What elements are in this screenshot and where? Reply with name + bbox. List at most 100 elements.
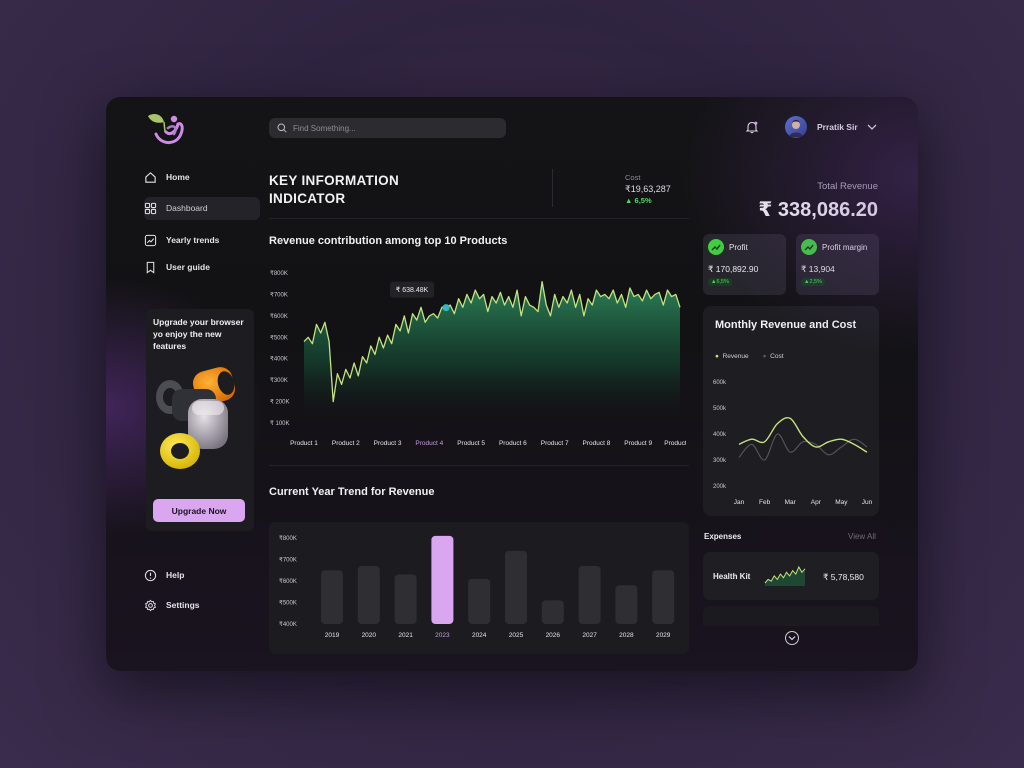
bar[interactable] — [394, 574, 417, 624]
sidebar-item-help[interactable]: Help — [144, 563, 184, 587]
sidebar-item-settings[interactable]: Settings — [144, 593, 200, 617]
upgrade-card: Upgrade your browser yo enjoy the new fe… — [146, 309, 254, 531]
tooltip-marker[interactable] — [442, 304, 450, 312]
profit-margin-card[interactable]: Profit margin ₹ 13,904 ▲2,5% — [796, 234, 879, 295]
monthly-revenue-cost-card: Monthly Revenue and Cost ● Revenue ● Cos… — [703, 306, 879, 516]
revenue-trend-bar-chart: ₹800K ₹700K ₹600K ₹500K ₹400K 2019 2020 2021 202… — [279, 535, 675, 639]
bar[interactable] — [321, 570, 343, 624]
notification-bell-icon[interactable] — [745, 120, 759, 134]
x-tick-label: Product 4 — [415, 440, 443, 447]
revenue-series-line — [738, 417, 868, 453]
divider — [269, 465, 689, 466]
card-value: ₹ 13,904 — [801, 264, 835, 274]
bar[interactable] — [431, 535, 454, 624]
bar[interactable] — [615, 585, 638, 624]
sidebar-item-label: Settings — [166, 600, 200, 610]
y-tick-label: ₹700K — [279, 557, 297, 564]
y-tick-label: ₹400K — [279, 621, 297, 628]
bar[interactable] — [357, 565, 380, 624]
bar[interactable] — [468, 578, 491, 624]
legend-label: Cost — [770, 353, 784, 360]
profit-icon — [708, 239, 724, 255]
x-tick-label: 2024 — [472, 632, 487, 639]
card-label: Profit — [729, 243, 748, 252]
sidebar-item-label: User guide — [166, 262, 210, 272]
upgrade-text: Upgrade your browser yo enjoy the new fe… — [153, 317, 244, 351]
profit-card[interactable]: Profit ₹ 170,892.90 ▲6,5% — [703, 234, 786, 295]
nav-active-highlight — [144, 197, 260, 220]
x-tick-label: 2025 — [509, 632, 524, 639]
y-tick-label: ₹600K — [279, 578, 297, 585]
sidebar-item-dashboard[interactable]: Dashboard — [144, 196, 208, 220]
bar[interactable] — [652, 570, 675, 624]
x-tick-label: Product 1 — [290, 440, 318, 447]
y-tick-label: ₹800K — [270, 270, 288, 277]
gear-icon — [145, 599, 156, 611]
y-tick-label: ₹ 200K — [270, 399, 290, 406]
grid-icon — [144, 202, 157, 214]
x-tick-label: Jun — [862, 499, 873, 506]
expense-name: Health Kit — [713, 572, 751, 581]
expenses-label: Expenses — [704, 532, 742, 541]
x-tick-label: Product 10 — [664, 440, 686, 447]
up-arrow-icon: ▲ — [625, 196, 633, 205]
sparkline-line — [764, 565, 806, 584]
scroll-down-button[interactable] — [785, 631, 799, 645]
kpi-title-line1: KEY INFORMATION — [269, 173, 400, 188]
x-tick-label: 2029 — [656, 632, 671, 639]
x-tick-label: Product 9 — [624, 440, 652, 447]
upgrade-now-button[interactable]: Upgrade Now — [153, 499, 245, 522]
chevron-down-icon[interactable] — [867, 123, 877, 131]
revenue-contribution-chart: ₹800K ₹700K ₹600K ₹500K ₹400K ₹300K ₹ 200K ₹ 10… — [270, 270, 686, 447]
divider — [552, 169, 553, 207]
chart-title: Current Year Trend for Revenue — [269, 486, 435, 498]
bar-chart-panel: ₹800K ₹700K ₹600K ₹500K ₹400K 2019 2020 2021 202… — [269, 522, 689, 654]
cost-change: ▲ 6,5% — [625, 196, 652, 205]
legend-item-revenue: ● Revenue — [715, 353, 749, 360]
bar[interactable] — [578, 565, 601, 624]
brand-logo[interactable] — [144, 110, 190, 150]
total-revenue-value: ₹ 338,086.20 — [758, 199, 878, 221]
sidebar-item-user-guide[interactable]: User guide — [144, 255, 210, 279]
chart-title: Monthly Revenue and Cost — [715, 319, 857, 331]
trend-icon — [144, 234, 157, 246]
profit-margin-icon — [801, 239, 817, 255]
bar[interactable] — [541, 600, 564, 624]
x-tick-label: Product 5 — [457, 440, 485, 447]
y-tick-label: 200k — [713, 484, 727, 490]
user-avatar[interactable] — [785, 116, 807, 138]
expense-sparkline — [764, 565, 806, 586]
card-change: ▲2,5% — [801, 278, 825, 286]
x-tick-label: Product 7 — [541, 440, 569, 447]
sidebar-item-home[interactable]: Home — [144, 165, 190, 189]
expense-item[interactable] — [703, 606, 879, 626]
sidebar-item-label: Dashboard — [166, 203, 208, 213]
sidebar-item-yearly-trends[interactable]: Yearly trends — [144, 228, 219, 252]
view-all-link[interactable]: View All — [848, 532, 876, 541]
info-icon — [144, 569, 157, 581]
x-tick-label: Feb — [759, 499, 771, 506]
search-bar[interactable] — [269, 118, 506, 138]
sidebar-item-label: Yearly trends — [166, 235, 220, 245]
kpi-title: KEY INFORMATION INDICATOR — [269, 172, 399, 208]
expense-value: ₹ 5,78,580 — [823, 572, 864, 582]
cost-change-value: 6,5% — [634, 196, 652, 205]
legend-item-cost: ● Cost — [762, 353, 784, 360]
y-tick-label: ₹700K — [270, 291, 288, 298]
x-tick-label: Apr — [811, 499, 822, 506]
x-tick-label: Product 8 — [583, 440, 611, 447]
y-tick-label: 600k — [713, 380, 727, 386]
kpi-title-line2: INDICATOR — [269, 191, 346, 206]
chevron-down-icon — [788, 636, 796, 641]
dashboard-window: Home Dashboard Yearly trends User guide … — [106, 97, 918, 671]
y-tick-label: ₹400K — [270, 356, 288, 363]
search-input[interactable] — [293, 123, 493, 133]
chart-title: Revenue contribution among top 10 Produc… — [269, 235, 508, 247]
legend-label: Revenue — [722, 353, 749, 360]
x-tick-label: Mar — [785, 499, 797, 506]
total-revenue-label: Total Revenue — [817, 181, 878, 192]
x-tick-label: 2020 — [362, 632, 377, 639]
expense-item[interactable]: Health Kit ₹ 5,78,580 — [703, 552, 879, 600]
monthly-line-chart: 600k 500k 400k 300k 200k Jan Feb Mar Apr May Jun — [713, 380, 873, 506]
bar[interactable] — [505, 550, 527, 624]
